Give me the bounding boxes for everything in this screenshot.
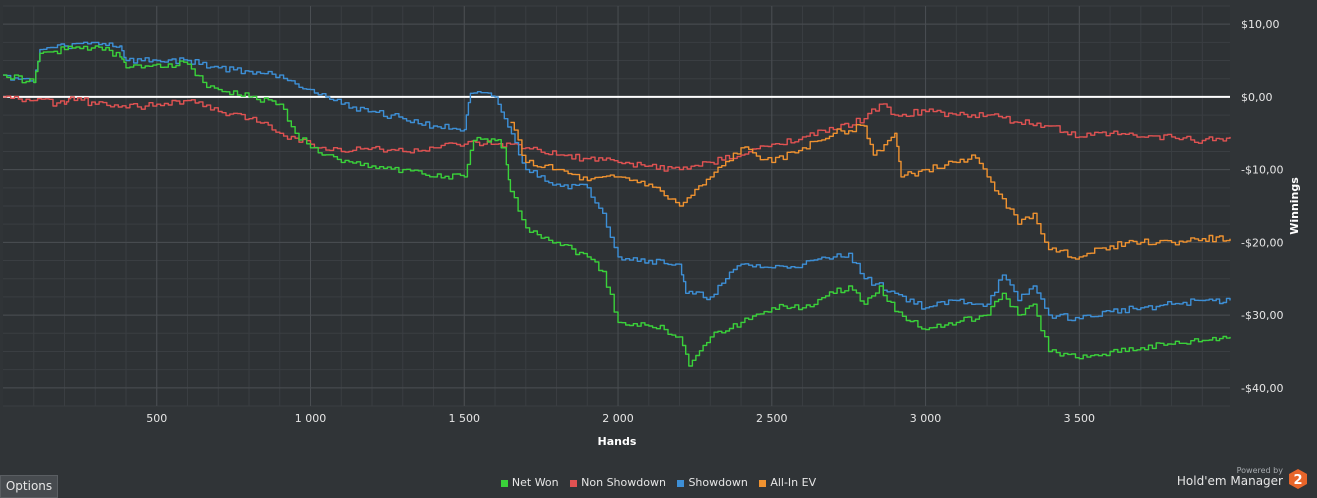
- y-tick-label: -$20,00: [1241, 236, 1283, 249]
- legend-swatch: [570, 479, 578, 487]
- series-line-showdown: [3, 41, 1231, 322]
- x-tick-label: 2 000: [602, 412, 634, 425]
- x-tick-labels: 500 1 000 1 500 2 000 2 500 3 000 3 500: [146, 412, 1095, 425]
- powered-by-label: Powered by: [1236, 466, 1283, 475]
- legend-label: Net Won: [511, 476, 559, 489]
- legend-swatch: [500, 479, 508, 487]
- svg-text:2: 2: [1293, 473, 1302, 488]
- holdem-manager-logo-icon: 2: [1289, 469, 1307, 489]
- brand-text: Powered by Hold'em Manager: [1177, 466, 1283, 488]
- legend-item-all-in-ev[interactable]: All-In EV: [759, 476, 816, 489]
- y-tick-labels: $10,00 $0,00 -$10,00 -$20,00 -$30,00 -$40,00: [1241, 18, 1283, 395]
- y-tick-label: -$40,00: [1241, 382, 1283, 395]
- legend-label: All-In EV: [770, 476, 817, 489]
- x-tick-label: 1 000: [295, 412, 327, 425]
- x-tick-label: 1 500: [449, 412, 481, 425]
- series-line-all-in-ev: [510, 121, 1231, 260]
- legend-label: Showdown: [688, 476, 748, 489]
- options-button[interactable]: Options: [0, 475, 58, 498]
- legend-item-net-won[interactable]: Net Won: [500, 476, 559, 489]
- legend-label: Non Showdown: [581, 476, 666, 489]
- series-lines: [3, 41, 1231, 367]
- legend: Net Won Non Showdown Showdown All-In EV: [0, 476, 1317, 489]
- y-tick-label: $0,00: [1241, 91, 1273, 104]
- legend-item-showdown[interactable]: Showdown: [677, 476, 748, 489]
- y-tick-label: -$30,00: [1241, 309, 1283, 322]
- x-tick-label: 2 500: [756, 412, 788, 425]
- legend-swatch: [759, 479, 767, 487]
- y-tick-label: $10,00: [1241, 18, 1280, 31]
- legend-swatch: [677, 479, 685, 487]
- series-line-net-won: [3, 45, 1231, 367]
- legend-item-non-showdown[interactable]: Non Showdown: [570, 476, 666, 489]
- y-tick-label: -$10,00: [1241, 164, 1283, 177]
- x-tick-label: 3 500: [1064, 412, 1096, 425]
- brand-name: Hold'em Manager: [1176, 474, 1283, 488]
- x-tick-label: 500: [146, 412, 167, 425]
- x-tick-label: 3 000: [910, 412, 942, 425]
- series-line-non-showdown: [3, 95, 1231, 172]
- y-axis-title: Winnings: [1288, 177, 1301, 235]
- x-axis-title: Hands: [598, 435, 637, 448]
